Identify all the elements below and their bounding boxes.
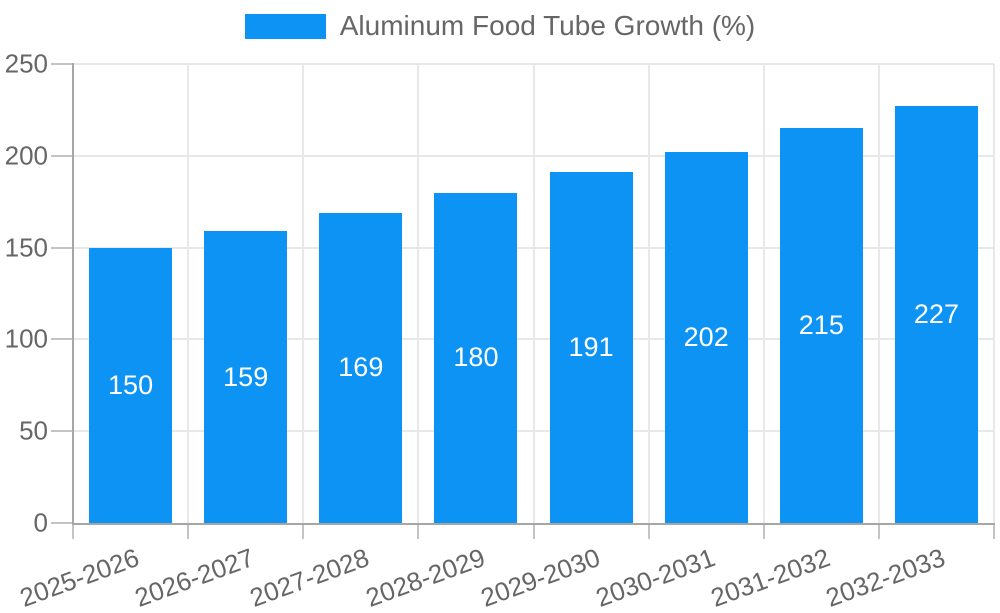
y-tick-label: 200 [4, 140, 48, 171]
x-gridline [417, 64, 420, 523]
x-tick-label: 2025-2026 [16, 542, 144, 613]
bar-chart: Aluminum Food Tube Growth (%) 0 50 100 150 2… [0, 10, 1000, 613]
x-gridline [302, 64, 305, 523]
legend-label: Aluminum Food Tube Growth (%) [339, 10, 756, 41]
x-tick-label: 2029-2030 [476, 542, 604, 613]
x-tick [187, 523, 190, 539]
bar-value-label: 191 [568, 332, 614, 363]
y-tick-label: 150 [4, 232, 48, 263]
legend-item[interactable]: Aluminum Food Tube Growth (%) [244, 10, 756, 42]
bar-2026-2027: 159 [204, 231, 288, 523]
bar-value-label: 159 [223, 361, 269, 392]
bar-2029-2030: 191 [549, 172, 633, 523]
bar-2025-2026: 150 [89, 247, 173, 523]
x-tick [302, 523, 305, 539]
bar-2030-2031: 202 [664, 152, 748, 523]
x-tick-label: 2028-2029 [361, 542, 489, 613]
bar-value-label: 215 [798, 310, 844, 341]
x-tick [72, 523, 74, 539]
bar-value-label: 169 [338, 352, 384, 383]
y-tick [51, 522, 73, 524]
y-tick [51, 430, 73, 433]
x-gridline [993, 64, 995, 523]
y-tick [51, 63, 73, 65]
y-tick [51, 246, 73, 249]
x-tick [417, 523, 420, 539]
x-tick [877, 523, 880, 539]
x-tick-label: 2027-2028 [246, 542, 374, 613]
bar-2028-2029: 180 [434, 192, 518, 523]
y-tick-label: 0 [33, 507, 48, 538]
bar-value-label: 227 [913, 299, 959, 330]
x-tick [532, 523, 535, 539]
x-tick [993, 523, 995, 539]
x-gridline [877, 64, 880, 523]
x-tick-label: 2031-2032 [706, 542, 834, 613]
x-tick [647, 523, 650, 539]
plot-area: 0 50 100 150 200 250 150 2025-2026 159 2026-2027 1… [4, 48, 995, 613]
legend: Aluminum Food Tube Growth (%) [0, 10, 1000, 42]
bar-2031-2032: 215 [779, 128, 863, 523]
x-gridline [187, 64, 190, 523]
y-tick-label: 50 [19, 415, 48, 446]
y-tick-label: 100 [4, 323, 48, 354]
x-tick-label: 2026-2027 [131, 542, 259, 613]
x-tick-label: 2032-2033 [821, 542, 950, 613]
y-tick-label: 250 [4, 48, 48, 79]
x-gridline [532, 64, 535, 523]
y-tick [51, 338, 73, 341]
bar-2027-2028: 169 [319, 212, 403, 523]
legend-swatch [244, 13, 326, 39]
x-gridline [647, 64, 650, 523]
y-tick [51, 154, 73, 157]
bar-value-label: 180 [453, 342, 499, 373]
x-gridline [762, 64, 765, 523]
x-tick-label: 2030-2031 [591, 542, 719, 613]
bar-value-label: 202 [683, 322, 729, 353]
bar-2032-2033: 227 [894, 106, 978, 523]
y-axis-line [72, 63, 74, 523]
x-tick [762, 523, 765, 539]
x-axis-line [72, 523, 995, 525]
bar-value-label: 150 [108, 369, 154, 400]
